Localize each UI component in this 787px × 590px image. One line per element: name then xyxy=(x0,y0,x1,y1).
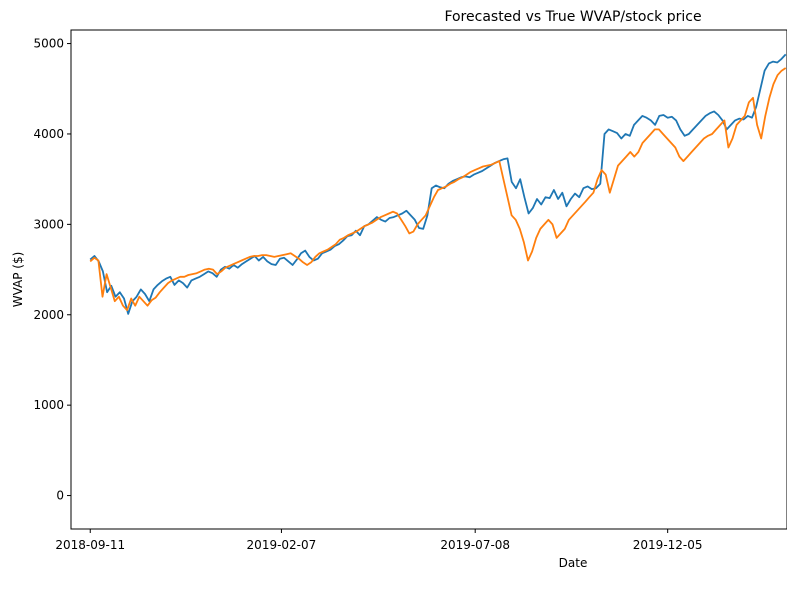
x-tick-label: 2019-02-07 xyxy=(247,538,317,552)
plot-frame xyxy=(70,29,787,530)
series-line-2 xyxy=(89,67,787,312)
y-axis-label: WVAP ($) xyxy=(11,252,25,308)
series-line-1 xyxy=(89,53,787,315)
y-tick-label: 3000 xyxy=(33,217,64,231)
y-tick-label: 5000 xyxy=(33,37,64,51)
chart-title: Forecasted vs True WVAP/stock price xyxy=(444,9,701,25)
y-tick-label: 2000 xyxy=(33,308,64,322)
x-axis-label: Date xyxy=(559,556,588,570)
x-tick-label: 2018-09-11 xyxy=(55,538,125,552)
x-axis-ticks: 2018-09-11 2019-02-07 2019-07-08 2019-12-05 xyxy=(55,529,703,552)
x-tick-label: 2019-07-08 xyxy=(440,538,510,552)
y-tick-label: 1000 xyxy=(33,398,64,412)
series-lines xyxy=(89,53,787,315)
x-tick-label: 2019-12-05 xyxy=(633,538,703,552)
y-tick-label: 0 xyxy=(56,489,64,503)
y-axis-ticks: 0 1000 2000 3000 4000 5000 xyxy=(33,37,71,503)
y-tick-label: 4000 xyxy=(33,127,64,141)
